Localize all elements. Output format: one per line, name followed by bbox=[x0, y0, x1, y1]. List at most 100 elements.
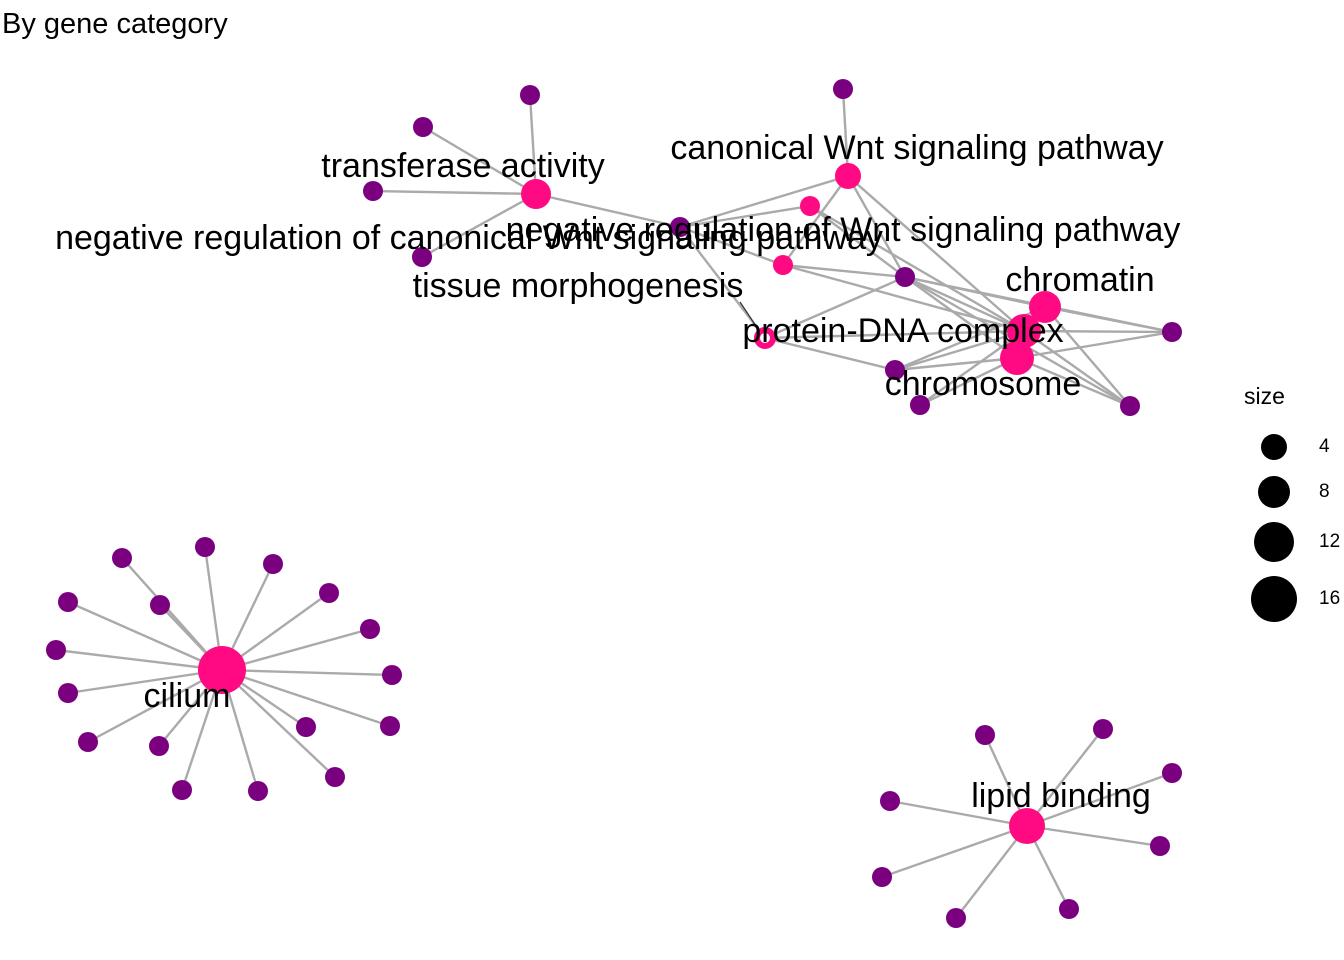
network-edge bbox=[782, 263, 1025, 333]
legend-label: 16 bbox=[1319, 588, 1340, 609]
category-node-chromatin bbox=[1029, 291, 1061, 323]
category-node-wnt_canonical bbox=[835, 163, 861, 189]
gene-node bbox=[1093, 719, 1113, 739]
plot-title: By gene category bbox=[2, 8, 228, 40]
legend-label: 12 bbox=[1319, 531, 1340, 552]
network-edge bbox=[1016, 356, 1131, 408]
gene-node bbox=[296, 717, 316, 737]
network-edge bbox=[1026, 771, 1173, 828]
gene-node bbox=[1059, 899, 1079, 919]
network-edge bbox=[841, 88, 850, 177]
network-edge bbox=[782, 175, 849, 266]
network-edge bbox=[679, 174, 849, 229]
category-label-tissue: tissue morphogenesis bbox=[413, 267, 744, 305]
category-label-wnt_neg: negative regulation of canonical Wnt sig… bbox=[55, 219, 883, 257]
network-edge bbox=[535, 192, 681, 229]
legend-label: 8 bbox=[1319, 481, 1330, 502]
network-edge bbox=[422, 125, 537, 196]
network-edge bbox=[904, 275, 1025, 333]
gene-node bbox=[58, 592, 78, 612]
gene-node bbox=[319, 583, 339, 603]
network-edge bbox=[809, 204, 1025, 333]
network-edge bbox=[904, 276, 1018, 359]
network-edge bbox=[847, 175, 1025, 332]
gene-node bbox=[895, 267, 915, 287]
category-label-layer: transferase activity canonical Wnt signal… bbox=[55, 129, 1180, 815]
gene-node bbox=[946, 908, 966, 928]
network-edge bbox=[894, 329, 1025, 372]
edge-layer bbox=[55, 88, 1173, 919]
gene-node bbox=[910, 395, 930, 415]
gene-node bbox=[78, 732, 98, 752]
network-edge bbox=[1016, 330, 1173, 360]
network-edge bbox=[221, 668, 393, 677]
legend-dot bbox=[1261, 434, 1287, 460]
category-label-transferase: transferase activity bbox=[321, 147, 604, 185]
category-label-chromosome: chromosome bbox=[885, 365, 1082, 403]
network-edge bbox=[809, 205, 906, 278]
category-node-highlight bbox=[760, 333, 770, 343]
network-edge bbox=[221, 669, 336, 778]
network-edge bbox=[1044, 306, 1131, 407]
gene-node bbox=[880, 791, 900, 811]
network-edge bbox=[889, 799, 1028, 828]
category-label-cilium: cilium bbox=[144, 677, 231, 715]
gene-node bbox=[412, 247, 432, 267]
gene-node bbox=[1162, 763, 1182, 783]
network-edge bbox=[55, 648, 223, 672]
network-edge bbox=[421, 192, 537, 259]
category-node-transferase bbox=[521, 179, 551, 209]
gene-node bbox=[833, 79, 853, 99]
network-edge bbox=[67, 668, 223, 695]
category-label-wnt_canonical: canonical Wnt signaling pathway bbox=[670, 129, 1163, 167]
category-node-layer bbox=[198, 163, 1061, 844]
category-node-lipid bbox=[1009, 808, 1045, 844]
gene-node bbox=[413, 117, 433, 137]
category-label-chromatin: chromatin bbox=[1005, 261, 1154, 299]
gene-node bbox=[1162, 322, 1182, 342]
gene-node bbox=[58, 683, 78, 703]
category-node-cilium bbox=[198, 646, 246, 694]
gene-node bbox=[885, 360, 905, 380]
network-edge bbox=[679, 226, 766, 339]
gene-node bbox=[1120, 396, 1140, 416]
network-edge bbox=[221, 627, 371, 672]
network-edge bbox=[67, 600, 223, 672]
network-edge bbox=[1023, 329, 1173, 334]
category-label-protein_dna: protein-DNA complex bbox=[742, 312, 1063, 350]
network-edge bbox=[1023, 330, 1131, 407]
legend-label: 4 bbox=[1319, 436, 1330, 457]
category-node-protein_dna bbox=[1007, 314, 1041, 348]
legend-dot bbox=[1258, 476, 1290, 508]
network-edge bbox=[679, 225, 784, 267]
network-edge bbox=[764, 275, 906, 340]
gene-node bbox=[325, 767, 345, 787]
gene-node bbox=[872, 867, 892, 887]
category-label-lipid: lipid binding bbox=[971, 777, 1151, 815]
network-edge bbox=[919, 330, 1025, 406]
gene-node bbox=[149, 736, 169, 756]
gene-node bbox=[172, 780, 192, 800]
gene-node bbox=[363, 181, 383, 201]
gene-node bbox=[150, 595, 170, 615]
network-edge bbox=[894, 356, 1018, 372]
gene-node bbox=[1150, 836, 1170, 856]
network-edge bbox=[372, 189, 537, 196]
label-leader-line bbox=[739, 301, 761, 333]
gene-node bbox=[382, 665, 402, 685]
network-edge bbox=[1026, 824, 1161, 848]
network-edge bbox=[764, 336, 896, 372]
network-edge bbox=[221, 668, 391, 728]
gene-node bbox=[520, 85, 540, 105]
network-edge bbox=[782, 263, 906, 279]
size-legend: size 4 8 12 16 bbox=[1244, 383, 1340, 622]
category-label-wnt_reg: negative regulation of Wnt signaling pat… bbox=[506, 211, 1181, 249]
gene-node bbox=[380, 716, 400, 736]
gene-node-layer bbox=[46, 79, 1182, 928]
gene-node bbox=[248, 781, 268, 801]
category-node-chromosome bbox=[1000, 341, 1034, 375]
gene-node bbox=[112, 548, 132, 568]
gene-node bbox=[263, 554, 283, 574]
network-edge bbox=[881, 824, 1028, 879]
